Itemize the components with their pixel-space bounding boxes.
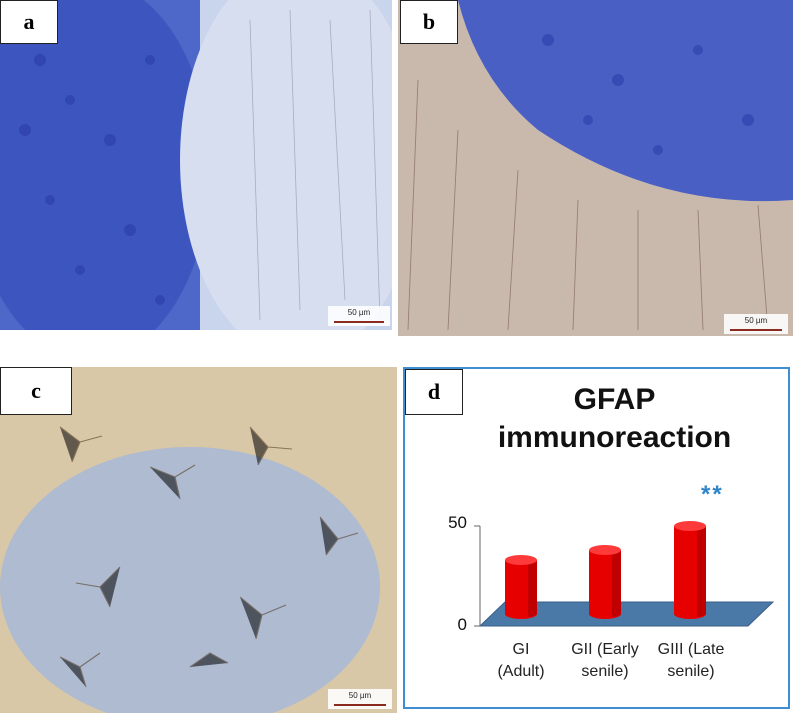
- scale-bar-a: 50 µm: [328, 306, 390, 326]
- micrograph-panel-b: b 50 µm: [398, 0, 793, 336]
- panel-label-c: c: [0, 367, 72, 415]
- scale-bar-b: 50 µm: [724, 314, 788, 334]
- scale-bar-a-text: 50 µm: [347, 308, 371, 317]
- chart-title-line-2: immunoreaction: [497, 421, 732, 454]
- micrograph-c-image: [0, 367, 397, 713]
- scale-bar-c: 50 µm: [328, 689, 392, 709]
- micrograph-panel-a: a 50 µm: [0, 0, 392, 330]
- y-tick-label-0: 0: [457, 615, 467, 634]
- bar-2-shade: [612, 550, 621, 617]
- micrograph-b-image: [398, 0, 793, 336]
- panel-label-a: a: [0, 0, 58, 44]
- x-label-giii-line-1: GIII (Late: [657, 641, 725, 658]
- x-label-gi-line-2: (Adult): [497, 663, 545, 680]
- bar-3-top: [674, 521, 706, 531]
- panel-label-d: d: [405, 369, 463, 415]
- x-label-gii-line-2: senile): [581, 663, 629, 680]
- scale-bar-c-text: 50 µm: [348, 691, 372, 700]
- bar-chart: [474, 521, 775, 627]
- bar-1-body: [505, 560, 537, 619]
- micrograph-panel-c: c 50 µm: [0, 367, 397, 713]
- x-label-giii: GIII (Late senile): [641, 639, 741, 683]
- bar-2: [589, 545, 621, 619]
- bar-2-body: [589, 550, 621, 619]
- y-tick-label-50: 50: [448, 513, 467, 532]
- bar-3-shade: [697, 526, 706, 617]
- bar-1-shade: [528, 560, 537, 617]
- bar-3-body: [674, 526, 706, 619]
- x-label-gi: GI (Adult): [471, 639, 571, 683]
- chart-title-line-1: GFAP: [573, 383, 656, 416]
- micrograph-a-image: [0, 0, 392, 330]
- x-label-gi-line-1: GI: [512, 641, 530, 658]
- bar-2-top: [589, 545, 621, 555]
- bar-1: [505, 555, 537, 619]
- x-label-gii-line-1: GII (Early: [571, 641, 639, 658]
- x-label-giii-line-2: senile): [667, 663, 715, 680]
- panel-label-b: b: [400, 0, 458, 44]
- bar-1-top: [505, 555, 537, 565]
- significance-marker: **: [701, 481, 724, 508]
- scale-bar-b-text: 50 µm: [744, 316, 768, 325]
- x-label-gii: GII (Early senile): [555, 639, 655, 683]
- chart-panel-d: d GFAP immunoreaction 50 0 GI (Adult) GI…: [403, 367, 790, 709]
- bar-3: [674, 521, 706, 619]
